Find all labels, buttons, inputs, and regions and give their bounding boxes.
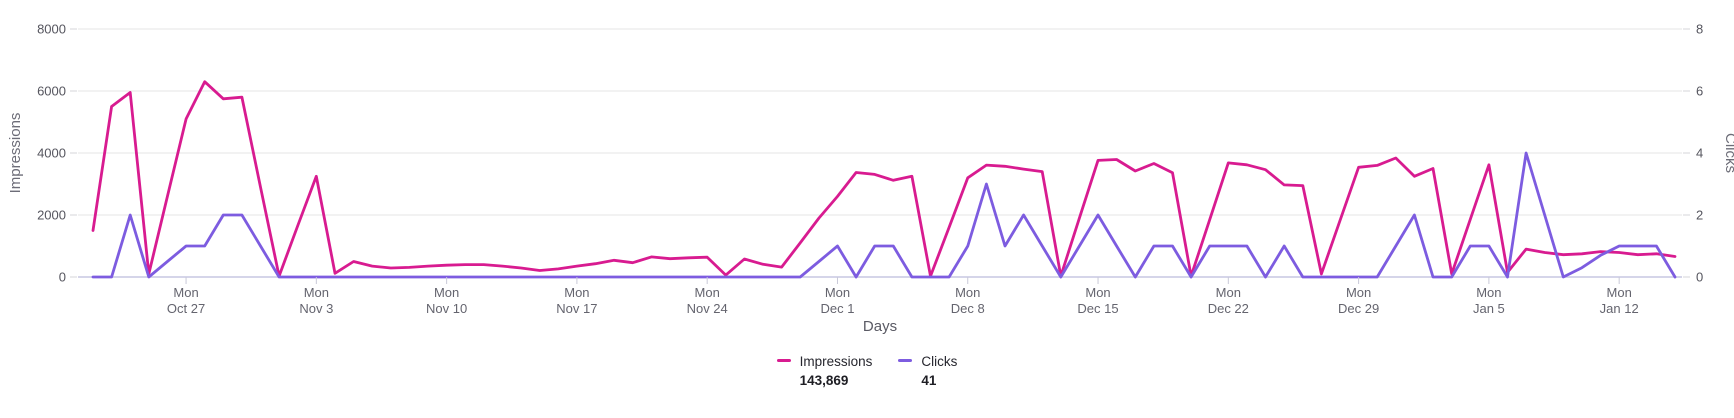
y-left-tick-label: 6000 bbox=[37, 84, 66, 99]
x-tick-label-day: Mon bbox=[955, 285, 980, 300]
impressions-total-value: 143,869 bbox=[799, 373, 849, 388]
x-tick-label-day: Mon bbox=[564, 285, 589, 300]
x-tick-label-date: Oct 27 bbox=[167, 301, 205, 316]
x-tick-label-day: Mon bbox=[1085, 285, 1110, 300]
y-right-tick-label: 6 bbox=[1696, 84, 1703, 99]
x-tick-label-day: Mon bbox=[173, 285, 198, 300]
series-lines bbox=[91, 80, 1677, 279]
x-tick-label-day: Mon bbox=[304, 285, 329, 300]
y-left-tick-label: 8000 bbox=[37, 22, 66, 37]
x-tick-label-date: Nov 17 bbox=[556, 301, 597, 316]
clicks-line[interactable] bbox=[91, 151, 1677, 279]
x-tick-label-date: Nov 10 bbox=[426, 301, 467, 316]
x-tick-label-day: Mon bbox=[695, 285, 720, 300]
y-right-tick-label: 0 bbox=[1696, 270, 1703, 285]
x-tick-label-date: Dec 15 bbox=[1077, 301, 1118, 316]
x-tick-label-day: Mon bbox=[1476, 285, 1501, 300]
x-tick-label-day: Mon bbox=[1346, 285, 1371, 300]
clicks-swatch-icon bbox=[898, 359, 913, 362]
x-tick-label-day: Mon bbox=[1607, 285, 1632, 300]
impressions-swatch-icon bbox=[776, 359, 791, 362]
x-tick-label-date: Dec 29 bbox=[1338, 301, 1379, 316]
y-axis-label-impressions: Impressions bbox=[7, 113, 24, 194]
x-tick-label-date: Nov 24 bbox=[687, 301, 728, 316]
x-tick-label-day: Mon bbox=[434, 285, 459, 300]
y-left-tick-label: 0 bbox=[59, 270, 66, 285]
x-tick-label-date: Jan 5 bbox=[1473, 301, 1505, 316]
x-tick-label-day: Mon bbox=[825, 285, 850, 300]
x-tick-label-date: Jan 12 bbox=[1600, 301, 1639, 316]
y-left-tick-label: 4000 bbox=[37, 146, 66, 161]
legend-item-clicks[interactable]: Clicks 41 bbox=[898, 352, 957, 390]
legend-item-impressions[interactable]: Impressions 143,869 bbox=[776, 352, 873, 390]
y-axis-label-clicks: Clicks bbox=[1722, 133, 1734, 173]
y-right-tick-label: 2 bbox=[1696, 208, 1703, 223]
gridlines bbox=[78, 28, 1682, 278]
x-tick-label-date: Dec 8 bbox=[951, 301, 985, 316]
x-tick-label-date: Nov 3 bbox=[299, 301, 333, 316]
x-axis-label-days: Days bbox=[863, 318, 897, 335]
y-right-tick-label: 8 bbox=[1696, 22, 1703, 37]
x-tick-label-day: Mon bbox=[1216, 285, 1241, 300]
x-tick-label-date: Dec 22 bbox=[1208, 301, 1249, 316]
chart-legend: Impressions 143,869 Clicks 41 bbox=[0, 352, 1734, 390]
y-right-tick-label: 4 bbox=[1696, 146, 1703, 161]
clicks-total-value: 41 bbox=[921, 373, 937, 388]
x-tick-label-date: Dec 1 bbox=[820, 301, 854, 316]
y-left-tick-label: 2000 bbox=[37, 208, 66, 223]
impressions-legend-label: Impressions bbox=[799, 354, 873, 369]
clicks-legend-label: Clicks bbox=[921, 354, 958, 369]
impressions-line[interactable] bbox=[91, 80, 1677, 278]
